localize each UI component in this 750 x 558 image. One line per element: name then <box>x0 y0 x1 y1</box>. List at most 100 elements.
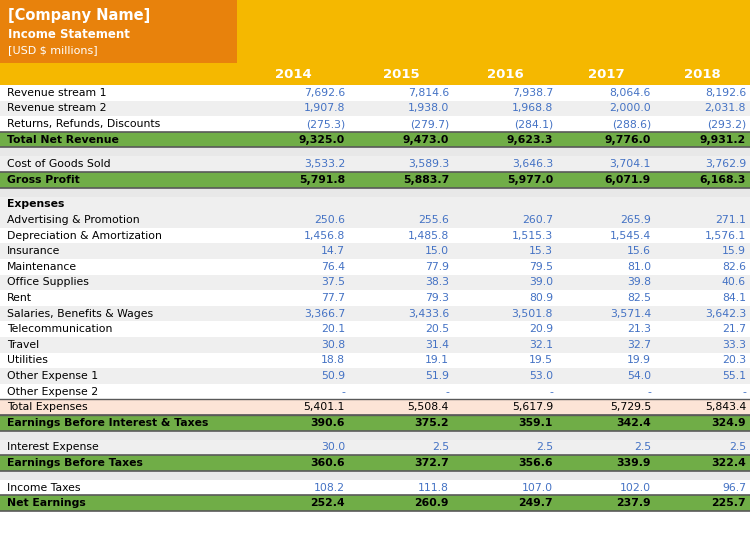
Bar <box>0 353 750 368</box>
Text: 33.3: 33.3 <box>722 340 746 350</box>
Text: 3,589.3: 3,589.3 <box>408 159 449 169</box>
Text: 82.6: 82.6 <box>722 262 746 272</box>
Text: 6,168.3: 6,168.3 <box>700 175 746 185</box>
Bar <box>0 415 750 431</box>
Text: 39.0: 39.0 <box>529 277 553 287</box>
Text: (288.6): (288.6) <box>612 119 651 129</box>
Text: 3,433.6: 3,433.6 <box>408 309 449 319</box>
Text: 6,071.9: 6,071.9 <box>604 175 651 185</box>
Text: [Company Name]: [Company Name] <box>8 8 150 23</box>
Text: 237.9: 237.9 <box>616 498 651 508</box>
Text: 20.1: 20.1 <box>321 324 345 334</box>
Text: 19.1: 19.1 <box>425 355 449 365</box>
Text: Travel: Travel <box>7 340 39 350</box>
Text: Returns, Refunds, Discounts: Returns, Refunds, Discounts <box>7 119 160 129</box>
Text: 5,729.5: 5,729.5 <box>610 402 651 412</box>
Text: -: - <box>549 387 553 397</box>
Text: Total Expenses: Total Expenses <box>7 402 88 412</box>
Text: 359.1: 359.1 <box>519 418 553 428</box>
Bar <box>0 85 750 100</box>
Bar <box>557 63 655 85</box>
Text: 80.9: 80.9 <box>529 293 553 303</box>
Text: 3,366.7: 3,366.7 <box>304 309 345 319</box>
Text: 2015: 2015 <box>382 68 419 80</box>
Text: 2,000.0: 2,000.0 <box>609 103 651 113</box>
Text: 30.0: 30.0 <box>321 442 345 453</box>
Bar <box>0 290 750 306</box>
Bar <box>0 228 750 243</box>
Text: Total Net Revenue: Total Net Revenue <box>7 134 118 145</box>
Bar <box>0 259 750 275</box>
Text: 15.3: 15.3 <box>529 246 553 256</box>
Bar <box>0 0 237 63</box>
Text: 19.5: 19.5 <box>529 355 553 365</box>
Text: 20.9: 20.9 <box>529 324 553 334</box>
Text: 3,501.8: 3,501.8 <box>512 309 553 319</box>
Text: 1,485.8: 1,485.8 <box>408 230 449 240</box>
Text: 252.4: 252.4 <box>310 498 345 508</box>
Bar <box>0 384 750 400</box>
Text: 82.5: 82.5 <box>627 293 651 303</box>
Text: 15.0: 15.0 <box>424 246 449 256</box>
Text: 372.7: 372.7 <box>414 458 449 468</box>
Bar <box>0 212 750 228</box>
Text: 1,907.8: 1,907.8 <box>304 103 345 113</box>
Bar <box>0 368 750 384</box>
Text: 37.5: 37.5 <box>321 277 345 287</box>
Text: Maintenance: Maintenance <box>7 262 77 272</box>
Text: 9,931.2: 9,931.2 <box>700 134 746 145</box>
Text: 7,814.6: 7,814.6 <box>408 88 449 98</box>
Text: Revenue stream 2: Revenue stream 2 <box>7 103 106 113</box>
Text: 79.5: 79.5 <box>529 262 553 272</box>
Text: 15.9: 15.9 <box>722 246 746 256</box>
Text: 249.7: 249.7 <box>518 498 553 508</box>
Text: Office Supplies: Office Supplies <box>7 277 88 287</box>
Text: -: - <box>341 387 345 397</box>
Bar <box>0 275 750 290</box>
Text: 51.9: 51.9 <box>425 371 449 381</box>
Text: 77.7: 77.7 <box>321 293 345 303</box>
Text: Rent: Rent <box>7 293 32 303</box>
Bar <box>0 187 750 196</box>
Bar <box>0 116 750 132</box>
Text: (275.3): (275.3) <box>306 119 345 129</box>
Text: 2018: 2018 <box>684 68 721 80</box>
Text: 3,646.3: 3,646.3 <box>512 159 553 169</box>
Text: 102.0: 102.0 <box>620 483 651 493</box>
Text: 3,533.2: 3,533.2 <box>304 159 345 169</box>
Text: 2016: 2016 <box>487 68 524 80</box>
Text: 7,938.7: 7,938.7 <box>512 88 553 98</box>
Text: Expenses: Expenses <box>7 199 64 209</box>
Text: 250.6: 250.6 <box>314 215 345 225</box>
Text: 1,545.4: 1,545.4 <box>610 230 651 240</box>
Text: -: - <box>446 387 449 397</box>
Bar <box>0 172 750 187</box>
Text: 5,977.0: 5,977.0 <box>507 175 553 185</box>
Text: 1,938.0: 1,938.0 <box>408 103 449 113</box>
Text: 375.2: 375.2 <box>414 418 449 428</box>
Text: 20.3: 20.3 <box>722 355 746 365</box>
Text: 38.3: 38.3 <box>425 277 449 287</box>
Bar <box>453 63 557 85</box>
Text: 2,031.8: 2,031.8 <box>705 103 746 113</box>
Text: [USD $ millions]: [USD $ millions] <box>8 45 98 55</box>
Text: 322.4: 322.4 <box>711 458 746 468</box>
Text: 2.5: 2.5 <box>432 442 449 453</box>
Bar <box>0 471 750 480</box>
Text: 7,692.6: 7,692.6 <box>304 88 345 98</box>
Text: 20.5: 20.5 <box>424 324 449 334</box>
Text: 31.4: 31.4 <box>425 340 449 350</box>
Text: 111.8: 111.8 <box>419 483 449 493</box>
Text: 2014: 2014 <box>274 68 311 80</box>
Text: 39.8: 39.8 <box>627 277 651 287</box>
Text: 108.2: 108.2 <box>314 483 345 493</box>
Text: 32.7: 32.7 <box>627 340 651 350</box>
Text: 3,642.3: 3,642.3 <box>705 309 746 319</box>
Bar <box>0 100 750 116</box>
Text: 15.6: 15.6 <box>627 246 651 256</box>
Text: 265.9: 265.9 <box>620 215 651 225</box>
Text: 8,192.6: 8,192.6 <box>705 88 746 98</box>
Bar <box>0 400 750 415</box>
Text: 324.9: 324.9 <box>711 418 746 428</box>
Bar <box>0 132 750 147</box>
